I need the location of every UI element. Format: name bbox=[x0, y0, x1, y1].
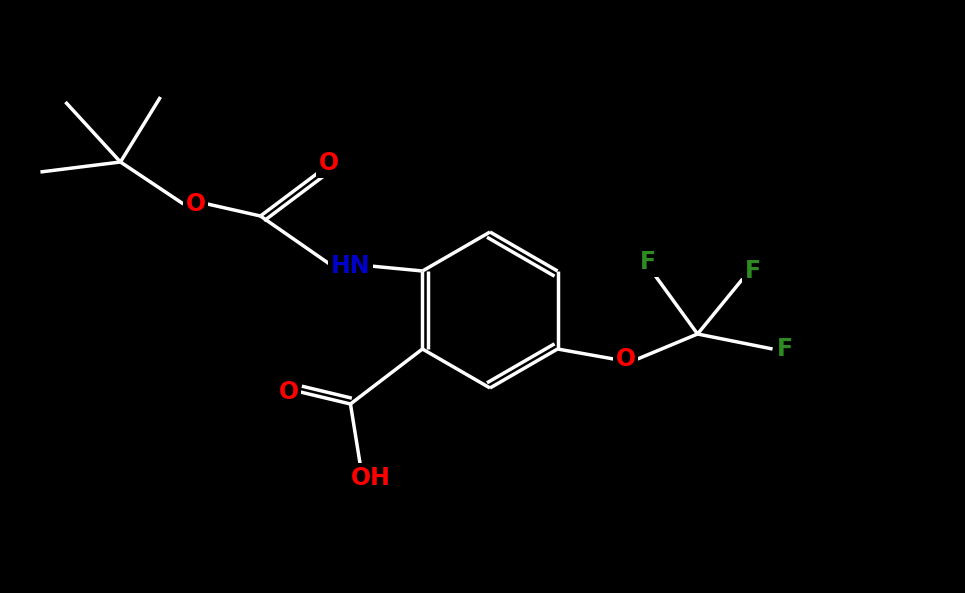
Text: OH: OH bbox=[350, 466, 391, 490]
Text: O: O bbox=[616, 347, 636, 371]
Text: O: O bbox=[185, 192, 206, 216]
Text: F: F bbox=[640, 250, 655, 274]
Text: O: O bbox=[318, 151, 339, 175]
Text: F: F bbox=[744, 259, 760, 283]
Text: F: F bbox=[777, 337, 792, 361]
Text: HN: HN bbox=[331, 254, 371, 278]
Text: O: O bbox=[278, 380, 298, 404]
